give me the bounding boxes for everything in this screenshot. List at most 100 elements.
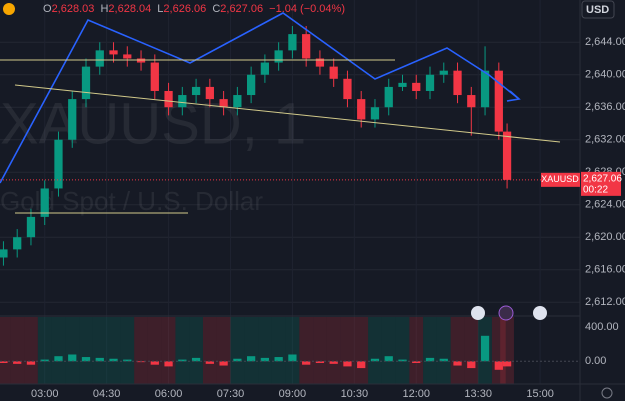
candle-body: [343, 78, 352, 100]
indicator-bar: [246, 356, 256, 362]
watermark-description: Gold Spot / U.S. Dollar: [0, 186, 263, 216]
indicator-zone: [230, 317, 245, 384]
x-tick-label: 15:00: [526, 388, 554, 400]
x-tick-label: 03:00: [31, 388, 59, 400]
indicator-bar: [425, 357, 435, 362]
settings-icon[interactable]: [601, 387, 613, 399]
candle-body: [439, 70, 448, 75]
candle-body: [453, 70, 462, 96]
event-flag[interactable]: [471, 306, 485, 320]
indicator-bar: [164, 361, 173, 367]
indicator-zone: [51, 317, 66, 384]
y-tick-label: 2,612.00: [585, 296, 625, 308]
indicator-bar: [502, 361, 512, 367]
y-tick-label: 2,636.00: [585, 101, 625, 113]
indicator-zone: [326, 317, 341, 384]
label: L: [157, 3, 163, 15]
candle-body: [191, 86, 201, 96]
candle-body: [40, 188, 49, 217]
symbol-label-box: [541, 172, 580, 187]
event-icons: [471, 305, 547, 321]
indicator-tick-label: 0.00: [585, 355, 606, 367]
legend: O2,628.03 H2,628.04 L2,626.06 C2,627.06 …: [3, 3, 345, 15]
candle-body: [95, 50, 104, 67]
indicator-bar: [40, 359, 49, 362]
event-flag[interactable]: [533, 306, 547, 320]
candle-body: [425, 74, 435, 91]
candle-body: [233, 95, 242, 108]
indicator-bar: [26, 361, 36, 365]
indicator-zone: [368, 317, 382, 384]
indicator-bar: [439, 358, 448, 362]
indicator-bar: [205, 361, 214, 364]
candle-body: [0, 249, 8, 258]
indicator-zone: [24, 317, 38, 384]
x-tick-label: 13:30: [464, 388, 492, 400]
indicator-bar: [191, 357, 201, 362]
y-tick-label: 2,624.00: [585, 199, 625, 211]
indicator-bar: [494, 361, 503, 370]
indicator-bar: [453, 361, 462, 366]
indicator-zone: [37, 317, 52, 384]
indicator-pane: [0, 317, 580, 384]
indicator-bar: [288, 354, 297, 362]
candles: [0, 25, 512, 266]
indicator-bar: [150, 361, 159, 365]
indicator-bar: [315, 361, 325, 363]
indicator-zone: [271, 317, 286, 384]
indicator-bar: [357, 361, 366, 369]
candle-body: [370, 107, 380, 120]
indicator-zone: [65, 317, 80, 384]
candle-body: [502, 131, 512, 180]
indicator-zone: [464, 317, 479, 384]
indicator-bar: [81, 357, 91, 362]
candle-body: [302, 34, 311, 59]
candle-body: [219, 99, 228, 108]
indicator-zone: [409, 317, 424, 384]
indicator-zone: [216, 317, 231, 384]
indicator-bar: [95, 357, 104, 362]
candle-body: [274, 50, 283, 63]
indicator-zone: [202, 317, 217, 384]
indicator-bar: [467, 361, 476, 369]
x-tick-label: 09:00: [279, 388, 307, 400]
indicator-bar: [343, 361, 352, 367]
indicator-zone: [450, 317, 465, 384]
y-tick-label: 2,644.00: [585, 36, 625, 48]
countdown: 00:22: [583, 184, 608, 195]
x-tick-label: 07:30: [217, 388, 245, 400]
indicator-bar: [274, 357, 283, 362]
indicator-zone: [258, 317, 272, 384]
event-icon[interactable]: [498, 305, 514, 321]
label: H: [100, 3, 108, 15]
indicator-bar: [329, 361, 338, 364]
currency-button[interactable]: [581, 0, 615, 19]
ohlc-legend: O2,628.03 H2,628.04 L2,626.06 C2,627.06 …: [43, 3, 345, 15]
indicator-bar: [398, 359, 407, 362]
trend-line[interactable]: [14, 84, 561, 143]
candle-body: [412, 82, 421, 91]
candle-body: [13, 237, 22, 250]
indicator-zone: [423, 317, 437, 384]
change: −1.04 (−0.04%): [269, 3, 345, 15]
indicator-zone: [0, 317, 11, 384]
candle-body: [357, 99, 366, 120]
indicator-zone: [244, 317, 259, 384]
indicator-bar: [480, 335, 490, 362]
label: C: [212, 3, 220, 15]
y-tick-label: 2,640.00: [585, 69, 625, 81]
indicator-zone: [285, 317, 300, 384]
indicator-zone: [79, 317, 93, 384]
zigzag-drawing[interactable]: [0, 12, 520, 184]
indicator-bar: [68, 354, 77, 362]
indicator-bar: [219, 361, 228, 366]
candle-body: [398, 82, 407, 87]
indicator-bar: [384, 356, 393, 362]
indicator-zone: [500, 317, 514, 384]
symbol-icon: [3, 3, 15, 15]
indicator-zone: [189, 317, 203, 384]
indicator-zone: [175, 317, 190, 384]
value: 2,626.06: [163, 3, 206, 15]
